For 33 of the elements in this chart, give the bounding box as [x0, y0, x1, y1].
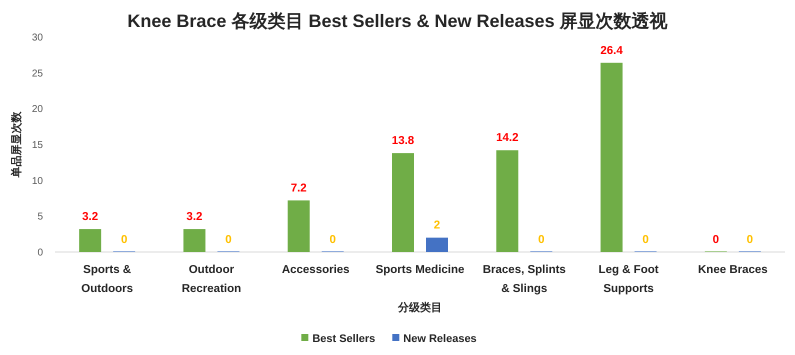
y-tick-label: 0	[37, 248, 44, 258]
data-label: 7.2	[290, 182, 307, 194]
data-label: 14.2	[496, 132, 518, 144]
x-tick-label: Sports Medicine	[376, 264, 464, 276]
data-label: 26.4	[600, 44, 624, 57]
data-label: 0	[712, 234, 720, 246]
y-tick-label: 25	[32, 68, 44, 80]
y-tick-label: 15	[32, 140, 44, 151]
x-tick-label: Sports & Outdoors	[81, 264, 134, 295]
data-label: 0	[746, 234, 754, 246]
legend-item: New Releases	[392, 333, 477, 345]
x-tick-label: Leg & Foot Supports	[598, 264, 659, 295]
data-label: 2	[434, 220, 440, 232]
x-tick-label: Outdoor Recreation	[182, 264, 242, 295]
legend-item: Best Sellers	[301, 333, 376, 345]
data-label: 0	[642, 234, 649, 246]
data-label: 3.2	[186, 211, 202, 224]
y-tick-label: 20	[32, 104, 44, 116]
x-axis-title: 分级类目	[397, 301, 442, 314]
y-tick-label: 10	[32, 176, 44, 187]
x-tick-label: Accessories	[282, 264, 350, 276]
data-label: 3.2	[82, 211, 98, 224]
y-axis-title: 单品屏显次数	[10, 110, 23, 178]
x-tick-label: Knee Braces	[698, 264, 768, 276]
data-label: 0	[538, 234, 544, 246]
data-label: 0	[330, 234, 336, 246]
data-label: 0	[120, 234, 128, 246]
y-tick-label: 30	[32, 32, 44, 44]
y-tick-label: 5	[37, 212, 44, 223]
data-label: 0	[225, 234, 232, 246]
data-label: 13.8	[392, 135, 415, 148]
chart-title: Knee Brace 各级类目 Best Sellers & New Releases 屏显次数透视	[127, 11, 668, 31]
x-tick-label: Braces, Splints & Slings	[482, 264, 566, 295]
